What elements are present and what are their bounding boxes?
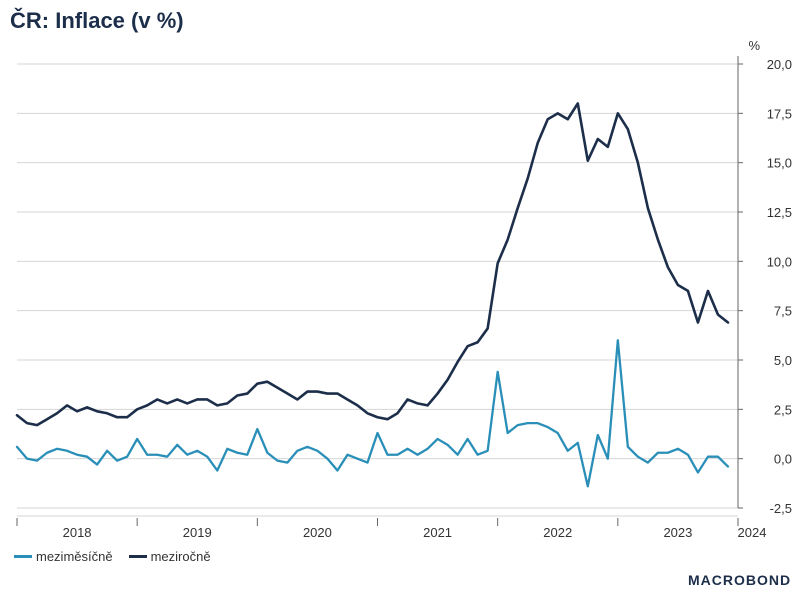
legend-swatch — [14, 555, 32, 558]
y-tick-label: 10,0 — [767, 254, 792, 269]
series-line-month-on-month — [15, 339, 730, 488]
axes: -2,5 0,0 2,5 5,0 7,5 10,0 12,5 15,0 17,5 20,0% 201… — [16, 38, 792, 540]
legend-label: meziměsíčně — [36, 549, 113, 564]
y-tick-label: 5,0 — [774, 353, 792, 368]
x-tick-label: 2020 — [303, 525, 332, 540]
x-tick-label: 2022 — [543, 525, 572, 540]
grid-lines — [17, 63, 738, 509]
legend-item: meziročně — [128, 549, 211, 564]
x-tick-label: 2024 — [738, 525, 767, 540]
chart-title: ČR: Inflace (v %) — [10, 8, 184, 33]
x-tick-label: 2021 — [423, 525, 452, 540]
series-lines — [15, 102, 730, 488]
y-tick-label: 0,0 — [774, 452, 792, 467]
x-tick-label: 2018 — [63, 525, 92, 540]
y-axis-unit-label: % — [748, 38, 760, 53]
y-tick-label: 15,0 — [767, 156, 792, 171]
y-tick-label: 12,5 — [767, 205, 792, 220]
y-tick-label: 17,5 — [767, 106, 792, 121]
y-tick-label: -2,5 — [770, 501, 792, 516]
x-tick-label: 2019 — [183, 525, 212, 540]
series-line-year-on-year — [15, 102, 730, 427]
y-tick-label: 2,5 — [774, 402, 792, 417]
legend-label: meziročně — [150, 549, 211, 564]
x-tick-label: 2023 — [663, 525, 692, 540]
macrobond-logo: MACROBOND — [688, 572, 792, 588]
legend-swatch — [128, 555, 147, 558]
y-tick-label: 7,5 — [774, 304, 792, 319]
y-tick-label: 20,0 — [767, 57, 792, 72]
legend-item: meziměsíčně — [14, 549, 113, 564]
legend: meziměsíčně meziročně — [14, 549, 211, 564]
